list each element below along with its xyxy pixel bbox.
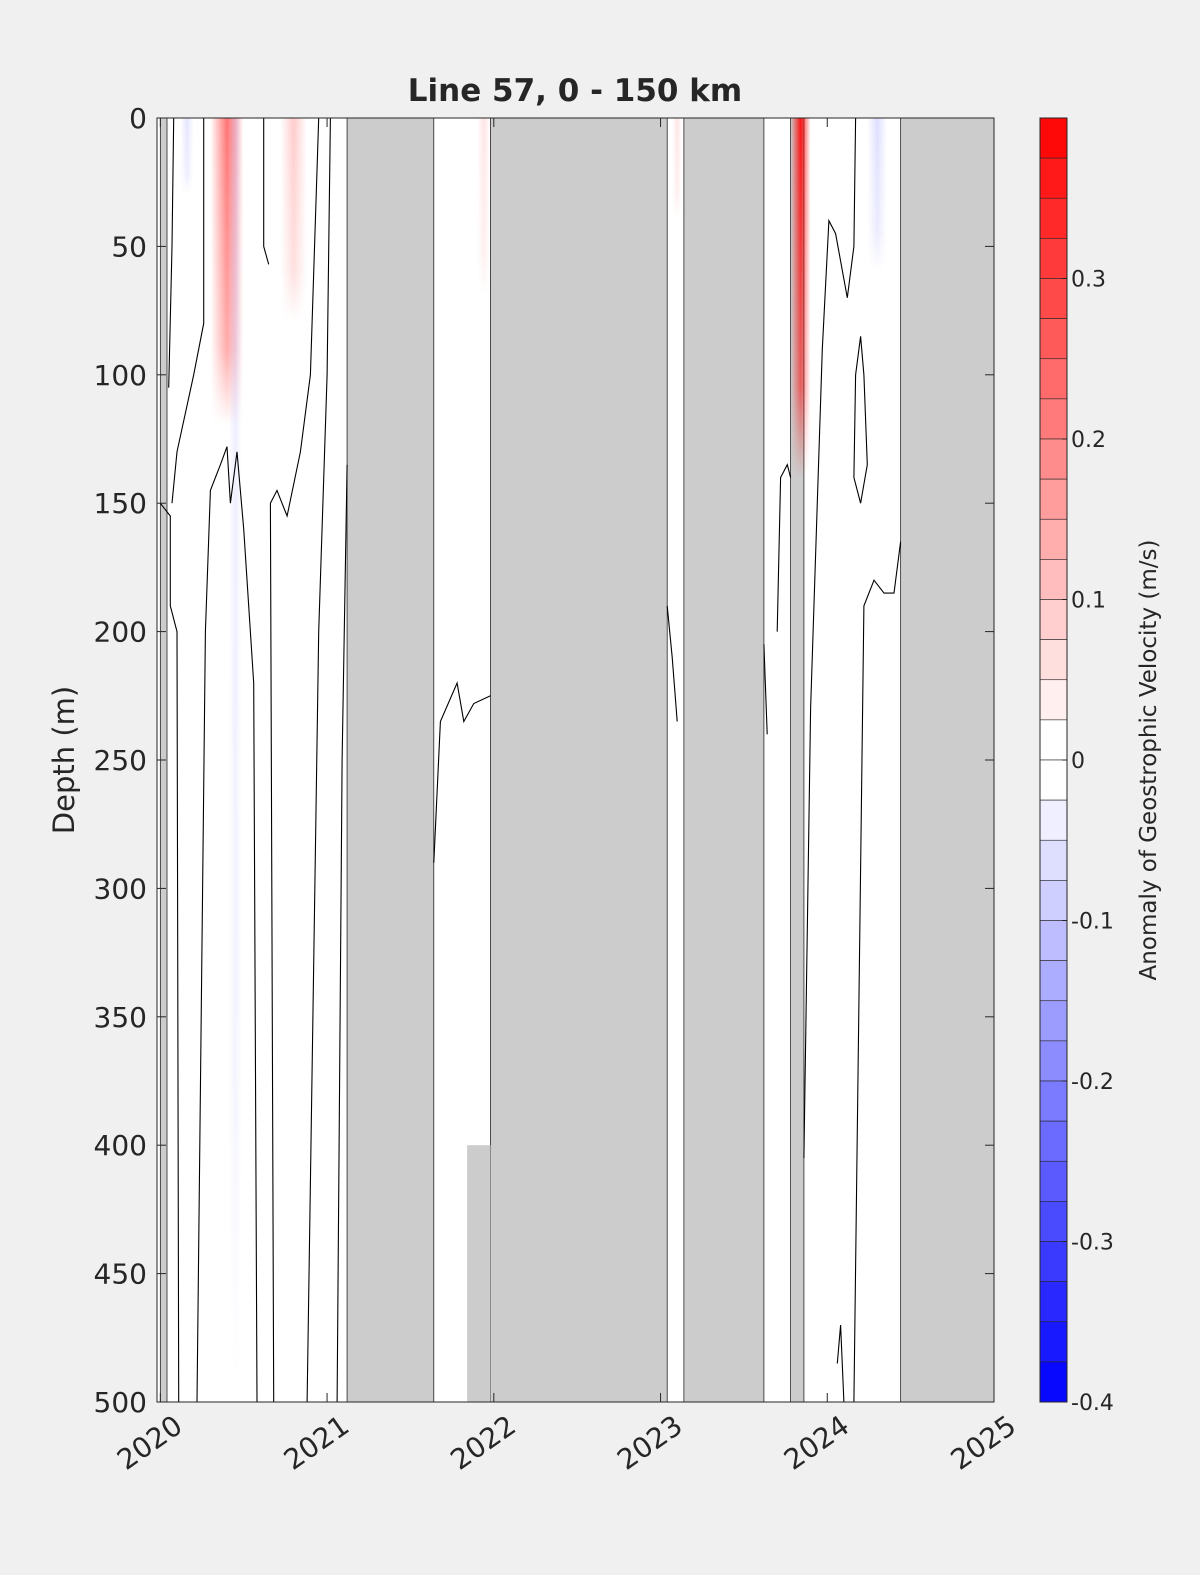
y-tick-label: 350 [94,1001,147,1034]
colorbar-tick-label: 0.3 [1071,268,1106,293]
contour-line [269,118,320,1402]
colorbar-level [1039,559,1068,600]
y-tick-label: 500 [94,1386,147,1419]
positive-anomaly [477,118,491,298]
contour-line [803,118,857,1159]
contour-line [853,336,868,504]
y-axis: 0 50 100 150 200 250 300 350 400 450 500 [94,102,147,1419]
anomaly-layer [180,118,888,1402]
colorbar-level [1039,1281,1068,1323]
y-tick-label: 100 [94,359,147,392]
colorbar-level [1039,197,1068,239]
positive-anomaly [280,118,308,324]
colorbar-tick-label: 0.1 [1071,589,1106,614]
x-tick-label: 2022 [445,1409,522,1477]
x-tick-label: 2025 [945,1409,1022,1477]
negative-anomaly [867,118,888,273]
colorbar-level [1039,438,1068,480]
no-data-band [346,118,435,1402]
colorbar-level [1039,1080,1068,1122]
colorbar-level [1039,318,1068,360]
negative-anomaly [180,118,194,196]
contour-layer [159,118,902,1402]
colorbar-tick-label: -0.3 [1071,1231,1114,1256]
contour-line [776,463,792,632]
colorbar-level [1039,799,1068,841]
y-tick-label: 250 [94,744,147,777]
y-tick-label: 50 [111,230,147,263]
contour-line [336,464,348,1402]
colorbar-level [1039,960,1068,1002]
colorbar-level [1039,759,1068,801]
colorbar-level [1039,880,1068,921]
contour-line [433,681,491,863]
colorbar-level [1039,1241,1068,1282]
colorbar-level [1039,1000,1068,1042]
no-data-layer [159,118,994,1402]
colorbar-tick-label: -0.4 [1071,1391,1114,1416]
y-tick-label: 200 [94,616,147,649]
x-axis: 2020 2021 2022 2023 2024 2025 [111,1409,1022,1477]
contour-line [836,1324,845,1402]
colorbar-level [1039,920,1068,961]
contour-line [168,118,175,388]
colorbar-level [1039,1040,1068,1082]
colorbar-level [1039,1321,1068,1363]
colorbar-ticks: 0.3 0.2 0.1 0 -0.1 -0.2 -0.3 -0.4 [1062,268,1114,1416]
x-tick-label: 2023 [611,1409,688,1477]
axis-ticks [157,117,995,1403]
colorbar-tick-label: 0 [1071,749,1085,774]
colorbar [1039,117,1068,1403]
contour-line [263,118,270,265]
no-data-band [490,118,668,1402]
colorbar-level [1039,157,1068,199]
colorbar-level [1039,599,1068,640]
contour-line [306,118,331,1402]
positive-anomaly [790,118,811,478]
colorbar-level [1039,117,1068,159]
colorbar-level [1039,1361,1068,1403]
y-tick-label: 300 [94,872,147,905]
colorbar-level [1039,719,1068,761]
chart-title: Line 57, 0 - 150 km [408,73,742,109]
no-data-band [683,118,765,1402]
negative-anomaly [228,118,243,1402]
colorbar-level [1039,398,1068,440]
y-axis-label: Depth (m) [47,686,81,834]
colorbar-tick-label: -0.2 [1071,1070,1114,1095]
colorbar-level [1039,839,1068,881]
colorbar-level [1039,1201,1068,1242]
colorbar-label: Anomaly of Geostrophic Velocity (m/s) [1136,540,1162,981]
contour-line [159,502,180,1402]
y-tick-label: 400 [94,1129,147,1162]
contour-line [666,605,678,722]
colorbar-tick-label: -0.1 [1071,910,1114,935]
x-tick-label: 2024 [778,1409,855,1477]
no-data-band [467,1145,491,1402]
colorbar-level [1039,679,1068,721]
colorbar-level [1039,1160,1068,1202]
colorbar-level [1039,358,1068,400]
contour-line [763,644,768,735]
colorbar-level [1039,518,1068,560]
colorbar-level [1039,639,1068,681]
colorbar-level [1039,278,1068,319]
colorbar-tick-label: 0.2 [1071,428,1106,453]
y-tick-label: 150 [94,487,147,520]
x-tick-label: 2021 [278,1409,355,1477]
y-tick-label: 0 [129,102,147,135]
colorbar-level [1039,478,1068,520]
y-tick-label: 450 [94,1258,147,1291]
contour-line [196,446,258,1402]
contour-line [853,541,902,1402]
colorbar-level [1039,238,1068,279]
no-data-band [900,118,994,1402]
positive-anomaly [672,118,683,221]
colorbar-level [1039,1120,1068,1162]
contour-line [171,118,205,504]
